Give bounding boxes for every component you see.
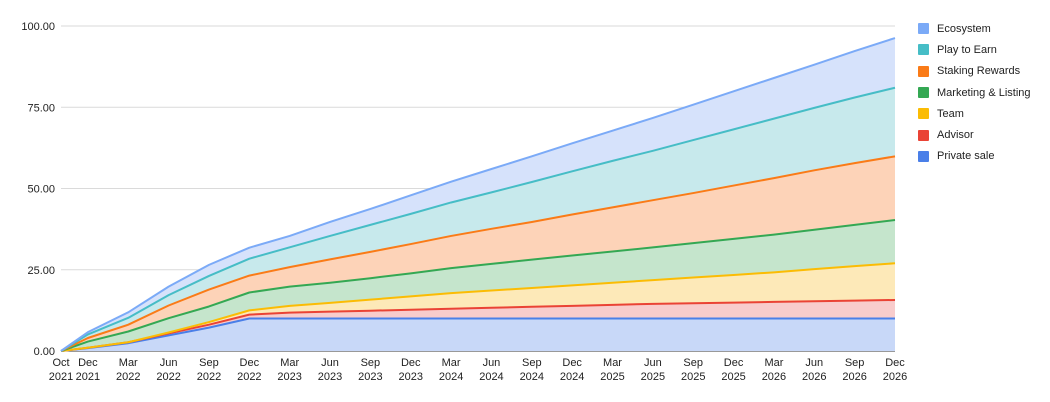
line-ecosystem <box>60 37 896 352</box>
x-tick-month: Oct <box>52 357 69 369</box>
x-tick-year: 2024 <box>479 371 503 383</box>
legend-item-private-sale[interactable]: Private sale <box>918 146 1031 167</box>
legend-swatch <box>918 87 929 99</box>
y-tick-label: 50.00 <box>27 184 55 196</box>
x-tick-year: 2023 <box>318 371 342 383</box>
x-tick-year: 2024 <box>560 371 584 383</box>
legend-label: Team <box>937 107 964 120</box>
y-tick-label: 100.00 <box>21 21 55 33</box>
x-tick-month: Dec <box>78 357 98 369</box>
legend-swatch <box>918 129 929 141</box>
x-tick-month: Mar <box>280 357 299 369</box>
line-advisor <box>60 298 896 352</box>
legend-swatch <box>918 65 929 77</box>
area-staking-rewards <box>61 156 895 351</box>
chart-legend: Ecosystem Play to Earn Staking Rewards Mark… <box>918 18 1031 167</box>
legend-label: Private sale <box>937 150 995 163</box>
x-tick-month: Jun <box>321 357 339 369</box>
x-tick-month: Sep <box>683 357 703 369</box>
area-play-to-earn <box>61 87 895 351</box>
x-tick-month: Jun <box>160 357 178 369</box>
x-tick-month: Mar <box>119 357 138 369</box>
line-play-to-earn <box>60 86 896 352</box>
legend-swatch <box>918 108 929 120</box>
x-tick-year: 2022 <box>237 371 261 383</box>
x-tick-month: Dec <box>562 357 582 369</box>
x-tick-month: Sep <box>522 357 542 369</box>
x-tick-month: Mar <box>764 357 783 369</box>
x-tick-month: Jun <box>805 357 823 369</box>
x-tick-month: Sep <box>845 357 865 369</box>
x-tick-year: 2023 <box>358 371 382 383</box>
x-tick-year: 2026 <box>883 371 907 383</box>
legend-swatch <box>918 150 929 162</box>
x-tick-month: Jun <box>644 357 662 369</box>
x-tick-year: 2024 <box>439 371 463 383</box>
y-tick-label: 75.00 <box>27 102 55 114</box>
area-ecosystem <box>61 38 895 351</box>
x-tick-month: Dec <box>401 357 421 369</box>
legend-item-team[interactable]: Team <box>918 103 1031 124</box>
y-tick-label: 25.00 <box>27 265 55 277</box>
x-tick-month: Dec <box>240 357 260 369</box>
x-tick-month: Dec <box>724 357 744 369</box>
legend-item-play-to-earn[interactable]: Play to Earn <box>918 39 1031 60</box>
x-tick-year: 2023 <box>398 371 422 383</box>
y-tick-label: 0.00 <box>34 346 55 358</box>
legend-item-marketing-listing[interactable]: Marketing & Listing <box>918 82 1031 103</box>
x-tick-year: 2025 <box>721 371 745 383</box>
area-marketing-listing <box>61 220 895 351</box>
x-tick-year: 2021 <box>76 371 100 383</box>
x-tick-year: 2024 <box>520 371 544 383</box>
legend-item-staking-rewards[interactable]: Staking Rewards <box>918 61 1031 82</box>
x-tick-year: 2022 <box>116 371 140 383</box>
x-tick-year: 2026 <box>842 371 866 383</box>
x-tick-year: 2022 <box>156 371 180 383</box>
legend-label: Ecosystem <box>937 22 991 35</box>
x-tick-month: Sep <box>361 357 381 369</box>
x-tick-year: 2021 <box>49 371 73 383</box>
legend-label: Marketing & Listing <box>937 86 1031 99</box>
x-tick-year: 2025 <box>641 371 665 383</box>
legend-swatch <box>918 23 929 35</box>
x-tick-month: Mar <box>442 357 461 369</box>
x-tick-month: Sep <box>199 357 219 369</box>
line-staking-rewards <box>60 155 896 352</box>
x-tick-month: Dec <box>885 357 905 369</box>
legend-label: Staking Rewards <box>937 65 1021 78</box>
x-tick-month: Jun <box>483 357 501 369</box>
x-tick-month: Mar <box>603 357 622 369</box>
x-tick-year: 2026 <box>762 371 786 383</box>
legend-swatch <box>918 44 929 56</box>
x-tick-year: 2026 <box>802 371 826 383</box>
legend-label: Play to Earn <box>937 43 997 56</box>
area-private-sale <box>61 318 895 351</box>
line-marketing-listing <box>60 219 896 352</box>
line-team <box>60 262 896 352</box>
x-tick-year: 2023 <box>277 371 301 383</box>
area-advisor <box>61 299 895 351</box>
x-tick-year: 2022 <box>197 371 221 383</box>
legend-item-ecosystem[interactable]: Ecosystem <box>918 18 1031 39</box>
line-private-sale <box>60 317 895 352</box>
x-tick-year: 2025 <box>681 371 705 383</box>
x-tick-year: 2025 <box>600 371 624 383</box>
legend-item-advisor[interactable]: Advisor <box>918 124 1031 145</box>
legend-label: Advisor <box>937 129 974 142</box>
